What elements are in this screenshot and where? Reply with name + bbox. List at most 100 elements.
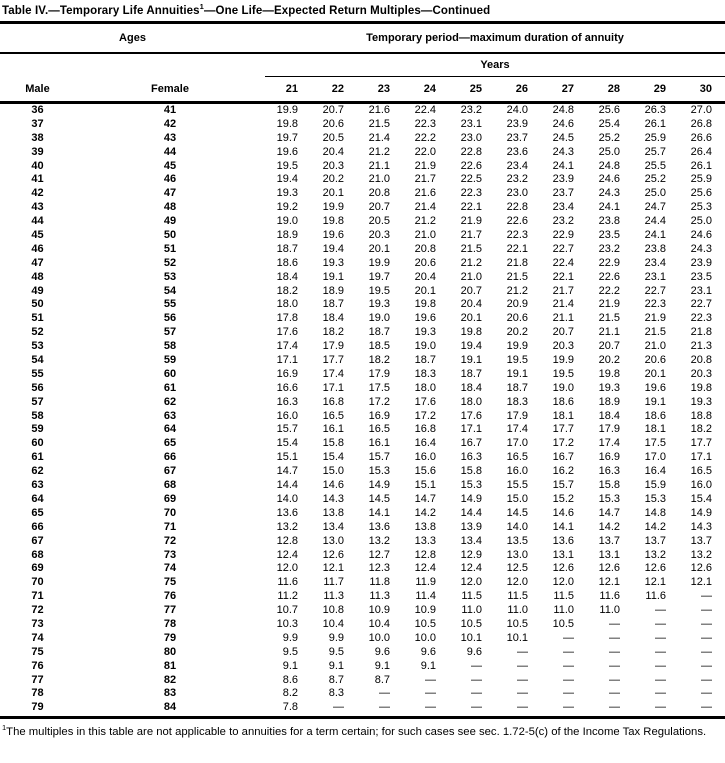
years-rule-wrap [0, 76, 725, 77]
female-age-cell: 82 [163, 673, 177, 686]
male-age-cell: 50 [31, 298, 44, 311]
table-row: 44 49 19.0 19.8 20.5 21.2 21.9 22.6 23.2 23.8 24.4… [0, 215, 725, 229]
table-row: 53 58 17.4 17.9 18.5 19.0 19.4 19.9 20.3 20.7 21.0… [0, 340, 725, 354]
year-column-header: 28 [607, 83, 620, 95]
female-age-cell: 71 [163, 520, 177, 533]
multiple-value-cell: 21.1 [598, 326, 620, 339]
multiple-value-cell: — [563, 701, 574, 714]
multiple-value-cell: 15.4 [322, 451, 344, 464]
female-age-cell: 56 [163, 312, 177, 325]
multiple-value-cell: 9.6 [420, 645, 436, 658]
multiple-value-cell: 15.5 [506, 479, 528, 492]
female-age-cell: 64 [163, 423, 177, 436]
multiple-value-cell: 20.6 [644, 354, 666, 367]
multiple-value-cell: 25.3 [690, 201, 712, 214]
table-row: 78 83 8.2 8.3 — — — — — — — — [0, 687, 725, 701]
multiple-value-cell: 20.7 [460, 284, 482, 297]
male-age-cell: 47 [31, 256, 44, 269]
multiple-value-cell: 19.8 [690, 381, 712, 394]
multiple-value-cell: 10.5 [506, 617, 528, 630]
multiple-value-cell: 8.7 [374, 673, 390, 686]
multiple-value-cell: — [471, 701, 482, 714]
multiple-value-cell: — [609, 673, 620, 686]
year-column-header: 25 [469, 83, 482, 95]
multiple-value-cell: 15.7 [552, 479, 574, 492]
multiple-value-cell: — [701, 659, 712, 672]
multiple-value-cell: 18.1 [552, 409, 574, 422]
bottom-rule [0, 716, 725, 719]
multiple-value-cell: 14.9 [690, 506, 712, 519]
female-age-cell: 47 [163, 187, 177, 200]
multiple-value-cell: — [655, 687, 666, 700]
multiple-value-cell: 11.9 [415, 576, 436, 589]
table-row: 63 68 14.4 14.6 14.9 15.1 15.3 15.5 15.7 15.8 15.9… [0, 479, 725, 493]
multiple-value-cell: 10.1 [506, 631, 528, 644]
temporary-period-group-header: Temporary period—maximum duration of ann… [366, 32, 624, 44]
male-age-cell: 56 [31, 381, 44, 394]
male-age-cell: 58 [31, 409, 44, 422]
multiple-value-cell: 14.7 [598, 506, 620, 519]
multiple-value-cell: 12.1 [644, 576, 666, 589]
male-age-cell: 64 [31, 492, 44, 505]
multiple-value-cell: 20.2 [322, 173, 344, 186]
table-row: 41 46 19.4 20.2 21.0 21.7 22.5 23.2 23.9 24.6 25.2… [0, 173, 725, 187]
multiple-value-cell: 13.2 [690, 548, 712, 561]
female-age-cell: 42 [163, 117, 177, 130]
multiple-value-cell: 26.6 [690, 131, 712, 144]
multiple-value-cell: 20.7 [322, 104, 344, 116]
multiple-value-cell: 13.3 [414, 534, 436, 547]
multiple-value-cell: 14.9 [460, 492, 482, 505]
multiple-value-cell: 17.7 [690, 437, 712, 450]
multiple-value-cell: 18.6 [552, 395, 574, 408]
column-header-rule [0, 101, 725, 104]
multiple-value-cell: 21.0 [460, 270, 482, 283]
male-age-cell: 55 [31, 367, 44, 380]
multiple-value-cell: 16.5 [506, 451, 528, 464]
multiple-value-cell: 12.6 [644, 562, 666, 575]
multiple-value-cell: 25.0 [644, 187, 666, 200]
multiple-value-cell: 14.1 [368, 506, 390, 519]
multiple-value-cell: 10.5 [414, 617, 436, 630]
multiple-value-cell: 16.1 [322, 423, 344, 436]
male-age-cell: 66 [31, 520, 44, 533]
multiple-value-cell: 20.5 [322, 131, 344, 144]
multiple-value-cell: 18.1 [644, 423, 666, 436]
multiple-value-cell: 24.4 [644, 215, 666, 228]
multiple-value-cell: 21.5 [506, 270, 528, 283]
multiple-value-cell: 9.5 [282, 645, 298, 658]
multiple-value-cell: 13.9 [460, 520, 482, 533]
multiple-value-cell: 18.7 [506, 381, 528, 394]
multiple-value-cell: 10.1 [460, 631, 482, 644]
multiple-value-cell: 21.2 [460, 256, 482, 269]
multiple-value-cell: 12.4 [460, 562, 482, 575]
multiple-value-cell: 25.6 [598, 104, 620, 116]
male-age-cell: 61 [31, 451, 44, 464]
multiple-value-cell: 12.7 [368, 548, 390, 561]
multiple-value-cell: 9.9 [282, 631, 298, 644]
multiple-value-cell: — [471, 673, 482, 686]
male-age-cell: 38 [31, 131, 44, 144]
multiple-value-cell: 13.5 [506, 534, 528, 547]
multiple-value-cell: — [701, 673, 712, 686]
multiple-value-cell: 21.7 [552, 284, 574, 297]
male-age-cell: 65 [31, 506, 44, 519]
multiple-value-cell: 15.3 [460, 479, 482, 492]
multiple-value-cell: 9.5 [328, 645, 344, 658]
female-age-cell: 51 [163, 242, 177, 255]
table-row: 69 74 12.0 12.1 12.3 12.4 12.4 12.5 12.6 12.6 12.6… [0, 562, 725, 576]
female-age-cell: 66 [163, 451, 177, 464]
multiple-value-cell: 19.3 [414, 326, 436, 339]
multiple-value-cell: — [563, 673, 574, 686]
multiple-value-cell: — [701, 687, 712, 700]
table-row: 48 53 18.4 19.1 19.7 20.4 21.0 21.5 22.1 22.6 23.1… [0, 271, 725, 285]
table-row: 39 44 19.6 20.4 21.2 22.0 22.8 23.6 24.3 25.0 25.7… [0, 146, 725, 160]
multiple-value-cell: 23.8 [598, 215, 620, 228]
table-row: 57 62 16.3 16.8 17.2 17.6 18.0 18.3 18.6 18.9 19.1… [0, 396, 725, 410]
multiple-value-cell: 16.9 [598, 451, 620, 464]
multiple-value-cell: 19.6 [644, 381, 666, 394]
table-row: 62 67 14.7 15.0 15.3 15.6 15.8 16.0 16.2 16.3 16.4… [0, 465, 725, 479]
multiple-value-cell: 20.1 [322, 187, 344, 200]
multiple-value-cell: 14.0 [506, 520, 528, 533]
multiple-value-cell: 20.2 [598, 354, 620, 367]
multiple-value-cell: 18.4 [322, 312, 344, 325]
